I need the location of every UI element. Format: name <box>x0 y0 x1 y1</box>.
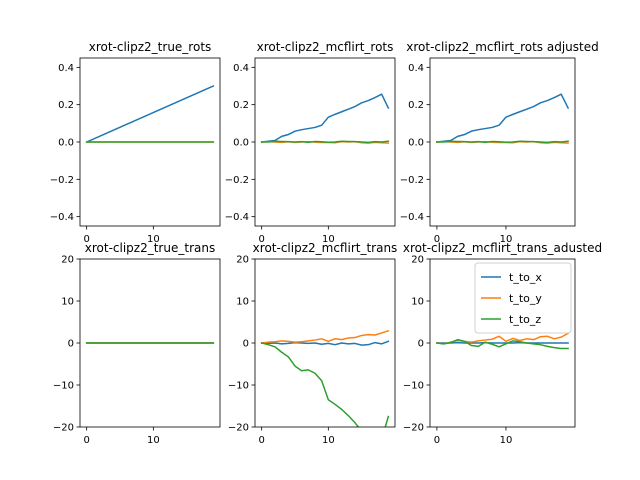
y-tick-label: −0.2 <box>50 175 74 186</box>
y-tick-label: 0.0 <box>58 138 74 149</box>
subplot-4: 0 10 −20 −10 0 10 20 xrot-clipz2_true_trans <box>53 241 221 446</box>
y-tick-label: 0.4 <box>408 63 424 74</box>
series-line-1 <box>85 85 215 143</box>
x-tick-label: 0 <box>83 234 89 245</box>
y-tick-label: −20 <box>403 423 424 434</box>
y-tick-label: 0.4 <box>233 63 249 74</box>
subplot-2: 0 10 −0.4 −0.2 0.0 0.2 0.4 xrot-clipz2_mcflirt_… <box>225 40 396 245</box>
series-line-3 <box>260 342 390 427</box>
subplot-title: xrot-clipz2_true_trans <box>85 241 215 255</box>
y-tick-label: −0.4 <box>225 212 249 223</box>
y-tick-label: −20 <box>228 423 249 434</box>
series-line-1 <box>260 340 390 346</box>
series-line-3 <box>436 338 569 350</box>
x-tick-label: 0 <box>258 234 264 245</box>
y-tick-label: 20 <box>236 255 249 266</box>
subplot-title: xrot-clipz2_mcflirt_rots adjusted <box>406 40 598 54</box>
series-line-3 <box>260 140 390 144</box>
legend-entry: t_to_x <box>509 271 542 284</box>
subplot-title: xrot-clipz2_mcflirt_trans <box>253 241 398 255</box>
x-tick-label: 10 <box>500 234 513 245</box>
subplot-3: 0 10 −0.4 −0.2 0.0 0.2 0.4 xrot-clipz2_mcflirt_… <box>400 40 599 245</box>
subplot-title: xrot-clipz2_true_rots <box>89 40 212 54</box>
plot-lines <box>436 332 570 350</box>
x-tick-label: 0 <box>434 234 440 245</box>
plot-lines <box>260 329 390 427</box>
x-tick-label: 0 <box>434 435 440 446</box>
x-tick-label: 10 <box>322 234 335 245</box>
y-tick-label: 0 <box>243 339 249 350</box>
y-tick-label: −0.2 <box>225 175 249 186</box>
y-tick-label: −0.4 <box>400 212 424 223</box>
legend-entry: t_to_z <box>509 313 541 326</box>
subplot-title: xrot-clipz2_mcflirt_trans_adusted <box>403 241 602 255</box>
y-tick-label: 0.4 <box>58 63 74 74</box>
series-line-2 <box>260 329 390 344</box>
series-line-3 <box>436 140 569 144</box>
plot-lines <box>436 93 570 144</box>
subplot-6: 0 10 −20 −10 0 10 20xrot-clipz2_mcflirt_trans_… <box>403 241 602 446</box>
y-tick-label: 0 <box>68 339 74 350</box>
subplot-1: 0 10 −0.4 −0.2 0.0 0.2 0.4 xrot-clipz2_true_rot… <box>50 40 221 245</box>
y-tick-label: 20 <box>61 255 74 266</box>
series-line-1 <box>436 93 570 143</box>
y-tick-label: 0.0 <box>233 138 249 149</box>
subplot-title: xrot-clipz2_mcflirt_rots <box>257 40 394 54</box>
series-line-1 <box>260 93 390 143</box>
y-tick-label: 0 <box>418 339 424 350</box>
y-tick-label: 20 <box>411 255 424 266</box>
y-tick-label: −0.2 <box>400 175 424 186</box>
y-tick-label: −20 <box>53 423 74 434</box>
x-tick-label: 10 <box>147 234 160 245</box>
y-tick-label: −10 <box>403 381 424 392</box>
y-tick-label: 10 <box>61 297 74 308</box>
x-tick-label: 0 <box>258 435 264 446</box>
y-tick-label: 10 <box>236 297 249 308</box>
y-tick-label: 0.0 <box>408 138 424 149</box>
plot-lines <box>85 85 215 143</box>
y-tick-label: 10 <box>411 297 424 308</box>
y-tick-label: 0.2 <box>408 100 424 111</box>
legend-entry: t_to_y <box>509 292 542 305</box>
y-tick-label: −10 <box>53 381 74 392</box>
y-tick-label: 0.2 <box>233 100 249 111</box>
x-tick-label: 10 <box>500 435 513 446</box>
plot-lines <box>260 93 390 144</box>
legend-frame <box>474 262 572 334</box>
y-tick-label: −0.4 <box>50 212 74 223</box>
y-tick-label: 0.2 <box>58 100 74 111</box>
subplot-5: 0 10 −20 −10 0 10 20 xrot-clipz2_mcflirt_trans <box>228 241 397 446</box>
legend: t_to_x t_to_y t_to_z <box>474 262 572 334</box>
x-tick-label: 10 <box>147 435 160 446</box>
y-tick-label: −10 <box>228 381 249 392</box>
x-tick-label: 10 <box>322 435 335 446</box>
x-tick-label: 0 <box>83 435 89 446</box>
